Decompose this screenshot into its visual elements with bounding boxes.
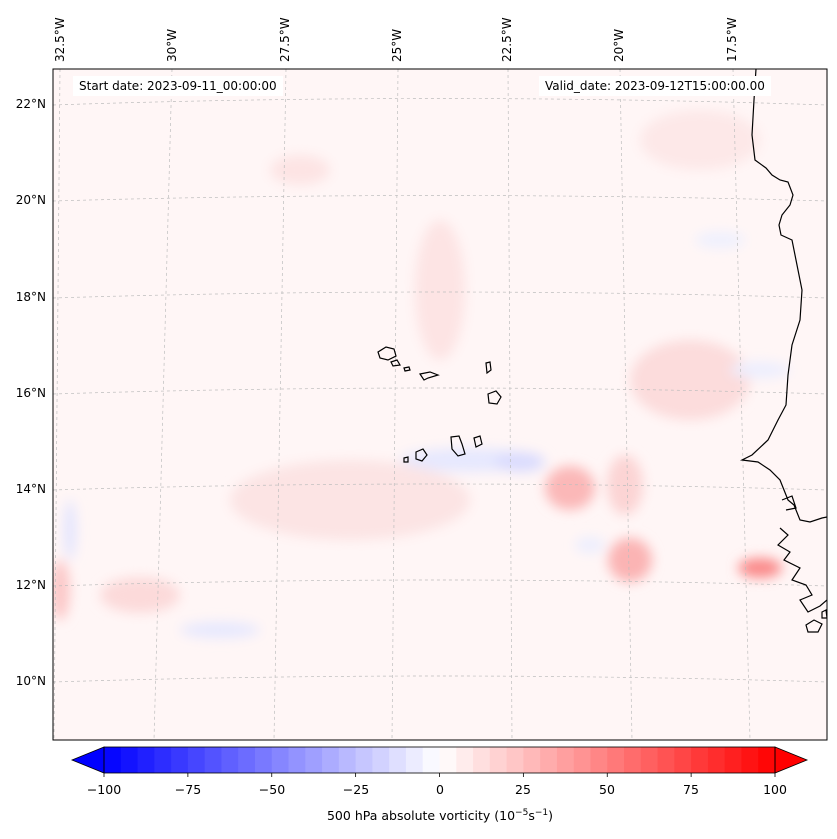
colorbar-segment (691, 747, 709, 773)
colorbar-segment (439, 747, 457, 773)
lon-label-22-5w: 22.5°W (500, 17, 514, 62)
valid-date-label: Valid_date: 2023-09-12T15:00:00.00 (539, 76, 771, 96)
colorbar-segment (120, 747, 139, 773)
colorbar-segment (573, 747, 592, 773)
colorbar-segment (624, 747, 642, 773)
boa-vista-island (487, 390, 502, 405)
colorbar-segment (657, 747, 675, 773)
brava-island (403, 456, 409, 463)
lon-label-17-5w: 17.5°W (725, 17, 739, 62)
colorbar-segment (288, 747, 306, 773)
lon-label-25w: 25°W (390, 28, 404, 62)
lat-label-18n: 18°N (15, 290, 46, 304)
colorbar-extend-min (70, 746, 105, 774)
santa-luzia-islet (403, 366, 411, 372)
graticule (53, 69, 827, 740)
colorbar-segment (389, 747, 407, 773)
santiago-island (450, 435, 466, 457)
colorbar-segment (204, 747, 223, 773)
colorbar-segment (758, 747, 776, 773)
colorbar-segment (640, 747, 659, 773)
map-frame (52, 68, 828, 741)
colorbar-segment (506, 747, 524, 773)
colorbar-segment (422, 747, 441, 773)
colorbar-segment (405, 747, 424, 773)
colorbar-tick-0: 0 (436, 782, 444, 797)
colorbar-segment (473, 747, 491, 773)
vorticity-blobs (53, 110, 790, 638)
colorbar-segment (372, 747, 390, 773)
colorbar-tick-neg100: −100 (86, 782, 122, 797)
colorbar-segment (338, 747, 357, 773)
fogo-island (415, 448, 428, 462)
colorbar-extend-max (774, 746, 809, 774)
sal-island (485, 361, 492, 375)
lat-label-12n: 12°N (15, 578, 46, 592)
sao-vicente-island (390, 359, 401, 367)
colorbar-segment (238, 747, 256, 773)
colorbar-segment (556, 747, 575, 773)
lat-label-20n: 20°N (15, 193, 46, 207)
colorbar-segment (171, 747, 189, 773)
lon-label-30w: 30°W (165, 28, 179, 62)
colorbar-tick-25: 25 (515, 782, 531, 797)
lat-label-22n: 22°N (15, 97, 46, 111)
sao-nicolau-island (419, 371, 440, 381)
start-date-label: Start date: 2023-09-11_00:00:00 (73, 76, 283, 96)
colorbar-segment (724, 747, 743, 773)
colorbar-segment (254, 747, 273, 773)
lon-label-32-5w: 32.5°W (53, 17, 67, 62)
lat-label-14n: 14°N (15, 482, 46, 496)
colorbar-segment (540, 747, 558, 773)
colorbar-segment (305, 747, 323, 773)
colorbar-segment (322, 747, 340, 773)
colorbar-tick-100: 100 (763, 782, 787, 797)
african-coast (739, 69, 827, 523)
lon-label-20w: 20°W (612, 28, 626, 62)
guinea-bissau-coast (777, 527, 827, 613)
colorbar-segment (137, 747, 155, 773)
colorbar-segment (187, 747, 206, 773)
colorbar-segment (741, 747, 759, 773)
bissagos-islands (805, 609, 827, 633)
colorbar-label: 500 hPa absolute vorticity (10−5s−1) (326, 808, 553, 824)
colorbar-segment (355, 747, 374, 773)
colorbar-segment (707, 747, 726, 773)
colorbar (70, 746, 809, 777)
colorbar-segment (456, 747, 474, 773)
colorbar-segment (104, 747, 122, 773)
lat-label-16n: 16°N (15, 386, 46, 400)
colorbar-segment (523, 747, 541, 773)
colorbar-segment (221, 747, 239, 773)
santo-antao-island (377, 346, 397, 361)
colorbar-tick-neg25: −25 (342, 782, 370, 797)
colorbar-tick-neg75: −75 (174, 782, 202, 797)
colorbar-tick-50: 50 (599, 782, 615, 797)
colorbar-tick-neg50: −50 (258, 782, 286, 797)
gambia-estuary (781, 495, 797, 511)
colorbar-segment (590, 747, 608, 773)
lon-label-27-5w: 27.5°W (278, 17, 292, 62)
vorticity-field (53, 69, 827, 740)
coastlines (377, 69, 827, 633)
colorbar-segment (271, 747, 290, 773)
colorbar-segment (674, 747, 692, 773)
lat-label-10n: 10°N (15, 674, 46, 688)
colorbar-segment (607, 747, 625, 773)
maio-island (473, 435, 483, 448)
colorbar-segment (154, 747, 172, 773)
colorbar-tick-75: 75 (683, 782, 699, 797)
colorbar-segment (489, 747, 508, 773)
